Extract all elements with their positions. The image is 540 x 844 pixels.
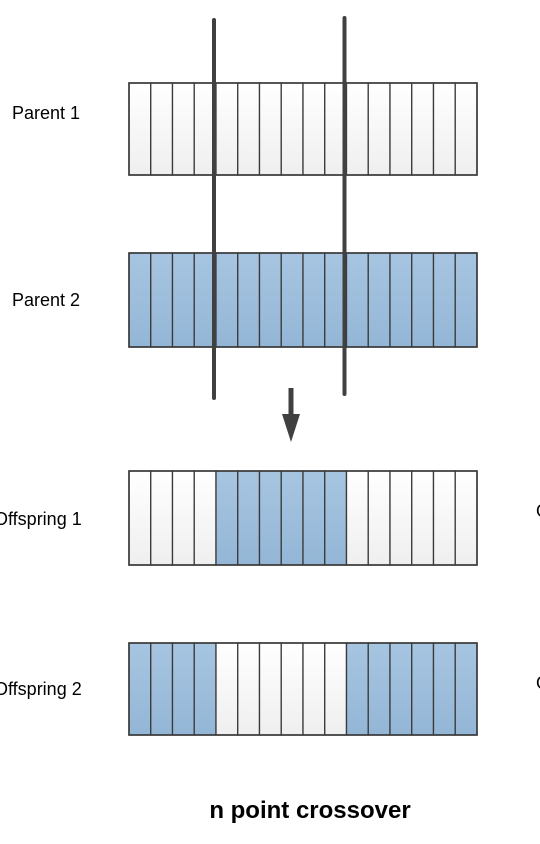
gene-cell — [215, 252, 239, 348]
gene-cell — [411, 470, 435, 566]
offspring-1-chromosome — [128, 470, 478, 566]
parent-2-chromosome — [128, 252, 478, 348]
gene-cell — [302, 642, 326, 736]
gene-cell — [345, 470, 369, 566]
gene-cell — [128, 82, 152, 176]
gene-cell — [258, 470, 282, 566]
gene-cell — [432, 82, 456, 176]
gene-cell — [454, 252, 478, 348]
down-arrow-icon — [282, 388, 300, 442]
parent-1-chromosome — [128, 82, 478, 176]
gene-cell — [411, 82, 435, 176]
gene-cell — [215, 82, 239, 176]
gene-cell — [345, 642, 369, 736]
gene-cell — [193, 470, 217, 566]
gene-cell — [171, 642, 195, 736]
gene-cell — [454, 642, 478, 736]
parent-1-label: Parent 1 — [12, 103, 81, 123]
gene-cell — [389, 470, 413, 566]
gene-cell — [280, 642, 304, 736]
gene-cell — [128, 470, 152, 566]
gene-cell — [389, 82, 413, 176]
gene-cell — [150, 642, 174, 736]
offspring-2-right-label: O — [536, 673, 540, 693]
chromosome-outline — [128, 642, 478, 736]
gene-cell — [258, 252, 282, 348]
offspring-2-chromosome — [128, 642, 478, 736]
gene-cell — [280, 82, 304, 176]
gene-cell — [171, 252, 195, 348]
gene-cell — [280, 252, 304, 348]
gene-cell — [411, 252, 435, 348]
gene-cell — [432, 252, 456, 348]
gene-cell — [193, 642, 217, 736]
gene-cell — [367, 252, 391, 348]
gene-cell — [302, 82, 326, 176]
offspring-1-right-label: O — [536, 501, 540, 521]
gene-cell — [389, 642, 413, 736]
crossover-cut-lines — [212, 16, 347, 400]
gene-cell — [237, 252, 261, 348]
gene-cell — [237, 82, 261, 176]
gene-cell — [367, 642, 391, 736]
gene-cell — [367, 82, 391, 176]
gene-cell — [454, 470, 478, 566]
gene-cell — [280, 470, 304, 566]
chromosome-outline — [128, 470, 478, 566]
gene-cell — [150, 470, 174, 566]
offspring-2-label: Offspring 2 — [0, 679, 82, 699]
gene-cell — [128, 642, 152, 736]
gene-cell — [345, 252, 369, 348]
gene-cell — [150, 252, 174, 348]
gene-cell — [171, 82, 195, 176]
gene-cell — [237, 642, 261, 736]
chromosome-outline — [128, 252, 478, 348]
gene-cell — [302, 252, 326, 348]
offspring-1-label: Offspring 1 — [0, 509, 82, 529]
gene-cell — [345, 82, 369, 176]
gene-cell — [150, 82, 174, 176]
gene-cell — [215, 470, 239, 566]
gene-cell — [302, 470, 326, 566]
gene-cell — [324, 642, 348, 736]
gene-cell — [411, 642, 435, 736]
parent-2-label: Parent 2 — [12, 290, 81, 310]
gene-cell — [171, 470, 195, 566]
gene-cell — [258, 642, 282, 736]
gene-cell — [432, 470, 456, 566]
gene-cell — [128, 252, 152, 348]
gene-cell — [389, 252, 413, 348]
gene-cell — [258, 82, 282, 176]
gene-cell — [215, 642, 239, 736]
gene-cell — [432, 642, 456, 736]
gene-cell — [454, 82, 478, 176]
gene-cell — [367, 470, 391, 566]
diagram-caption: n point crossover — [209, 797, 411, 824]
gene-cell — [237, 470, 261, 566]
gene-cell — [324, 470, 348, 566]
chromosome-outline — [128, 82, 478, 176]
